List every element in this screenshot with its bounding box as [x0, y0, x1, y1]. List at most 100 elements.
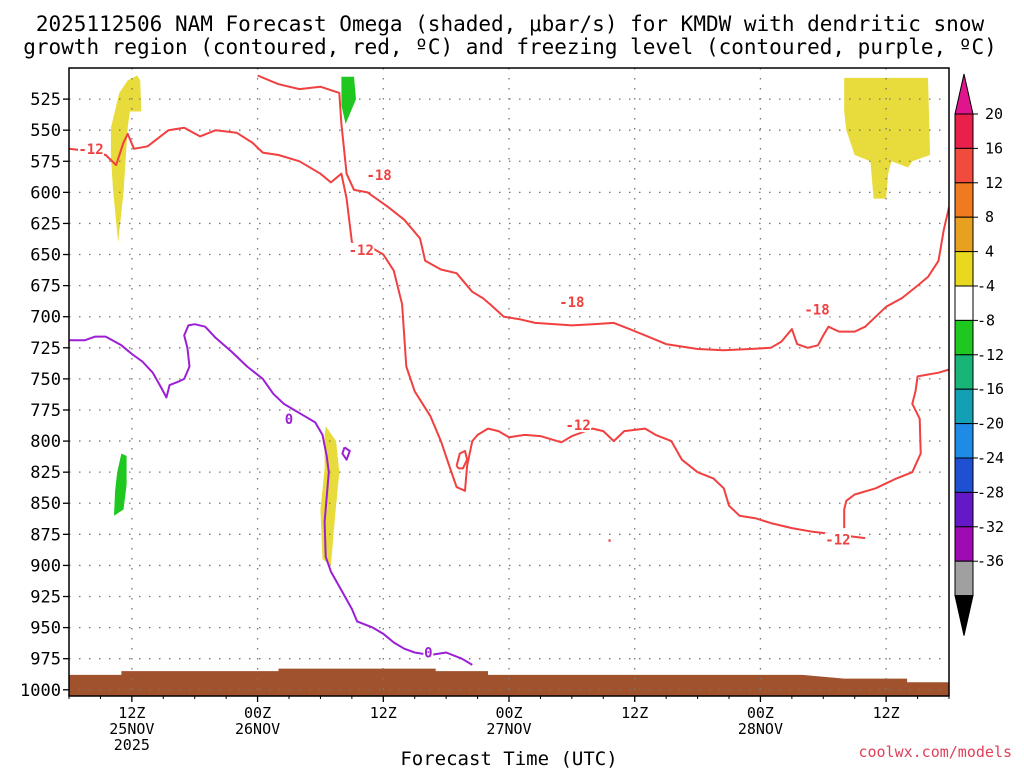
contour-label-bg [78, 142, 104, 157]
freezing-contour-1 [341, 446, 351, 461]
colorbar-swatch [954, 285, 974, 321]
contour-label-bg [824, 532, 851, 547]
colorbar-swatch [954, 147, 974, 184]
contour-label-bg [565, 418, 592, 433]
colorbar-label: 16 [985, 139, 1003, 157]
terrain-surface [69, 668, 949, 696]
x-tick-label: 00Z [747, 704, 774, 722]
colorbar-swatch [954, 113, 974, 149]
colorbar-swatch [954, 423, 974, 459]
x-tick-label: 12Z [621, 704, 648, 722]
contour-label-8: 0 [424, 646, 432, 662]
colorbar-swatch [954, 526, 974, 562]
colorbar-label: 8 [985, 208, 994, 226]
omega-shade-yellow-upper-left [110, 75, 142, 243]
contour-label-6: -12 [825, 533, 850, 549]
contour-label-3: -18 [559, 295, 584, 311]
y-tick-label: 775 [30, 401, 61, 421]
contour-label-bg [366, 168, 393, 183]
colorbar-label: -16 [977, 380, 1004, 398]
y-tick-label: 950 [30, 619, 61, 639]
omega-shade-green-upper [341, 76, 356, 124]
y-tick-label: 825 [30, 463, 61, 483]
contour-label-bg [284, 411, 294, 426]
x-tick-label: 00Z [495, 704, 522, 722]
x-tick-label: 2025 [114, 736, 150, 754]
y-tick-label: 725 [30, 339, 61, 359]
contour-label-0: -12 [78, 142, 103, 158]
x-tick-label: 12Z [370, 704, 397, 722]
contour-label-bg [423, 645, 434, 660]
colorbar-label: 20 [985, 105, 1003, 123]
freezing-contour-0 [69, 323, 473, 666]
colorbar-swatch [954, 388, 974, 425]
x-tick-label: 12Z [873, 704, 900, 722]
omega-shade-green-lower-left [114, 453, 127, 516]
y-tick-label: 900 [30, 556, 61, 576]
colorbar-label: -12 [977, 346, 1004, 364]
title-line-1: 2025112506 NAM Forecast Omega (shaded, μ… [36, 12, 985, 36]
colorbar-swatch [954, 560, 974, 597]
y-tick-label: 750 [30, 370, 61, 390]
x-axis-label: Forecast Time (UTC) [400, 748, 617, 768]
x-tick-label: 12Z [118, 704, 145, 722]
y-tick-label: 975 [30, 650, 61, 670]
chart-title: 2025112506 NAM Forecast Omega (shaded, μ… [23, 12, 997, 59]
y-tick-label: 850 [30, 494, 61, 514]
contour-label-4: -18 [804, 302, 829, 318]
omega-shade-yellow-upper-right [844, 77, 931, 199]
colorbar-swatch [954, 319, 974, 356]
colorbar-swatch [954, 216, 974, 253]
terrain-layer [69, 668, 949, 696]
contour-label-bg [804, 302, 830, 317]
colorbar-swatch [954, 491, 974, 528]
x-tick-label: 27NOV [486, 720, 531, 738]
contour-label-2: -12 [349, 243, 374, 259]
dgz-contour-2 [257, 74, 949, 352]
y-tick-label: 650 [30, 246, 61, 266]
colorbar-label: 4 [985, 243, 994, 261]
colorbar-swatch [954, 182, 974, 218]
dgz-contour-1 [455, 450, 469, 470]
colorbar-swatch [954, 457, 974, 493]
dgz-contour-0 [69, 126, 866, 540]
freezing-contours [69, 323, 473, 666]
y-tick-label: 925 [30, 588, 61, 608]
y-axis: 525 550 575 600 625 650 675 700 725 750 775 800 825 8… [20, 90, 69, 701]
plot-frame [68, 67, 950, 697]
x-tick-label: 25NOV [109, 720, 154, 738]
y-tick-label: 600 [30, 183, 61, 203]
omega-shading [110, 75, 931, 566]
credit-text: coolwx.com/models [858, 743, 1012, 761]
colorbar-label: -4 [977, 277, 995, 295]
colorbar-label: -20 [977, 415, 1004, 433]
colorbar: 20 16 12 8 4 -4 -8 -12 -16 -20 -24 -28 -32 -36 [954, 73, 1004, 636]
y-tick-label: 700 [30, 308, 61, 328]
y-tick-label: 675 [30, 277, 61, 297]
colorbar-swatch [954, 354, 974, 390]
colorbar-label: -32 [977, 518, 1004, 536]
colorbar-label: -36 [977, 552, 1004, 570]
dgz-contours [69, 74, 949, 542]
contour-label-1: -18 [366, 168, 391, 184]
y-tick-label: 550 [30, 121, 61, 141]
contour-label-5: -12 [565, 418, 590, 434]
title-line-2: growth region (contoured, red, ºC) and f… [23, 35, 997, 59]
colorbar-under-arrow [954, 595, 974, 636]
x-tick-label: 00Z [244, 704, 271, 722]
contour-label-bg [558, 295, 585, 310]
y-tick-label: 800 [30, 432, 61, 452]
y-tick-label: 1000 [20, 681, 61, 701]
grid [69, 68, 949, 696]
y-tick-label: 625 [30, 214, 61, 234]
dgz-contour-3 [843, 368, 949, 529]
contour-label-bg [348, 242, 375, 257]
colorbar-label: -8 [977, 311, 995, 329]
y-tick-label: 525 [30, 90, 61, 110]
contour-label-7: 0 [285, 412, 293, 428]
colorbar-label: -24 [977, 449, 1004, 467]
colorbar-label: -28 [977, 483, 1004, 501]
colorbar-label: 12 [985, 174, 1003, 192]
